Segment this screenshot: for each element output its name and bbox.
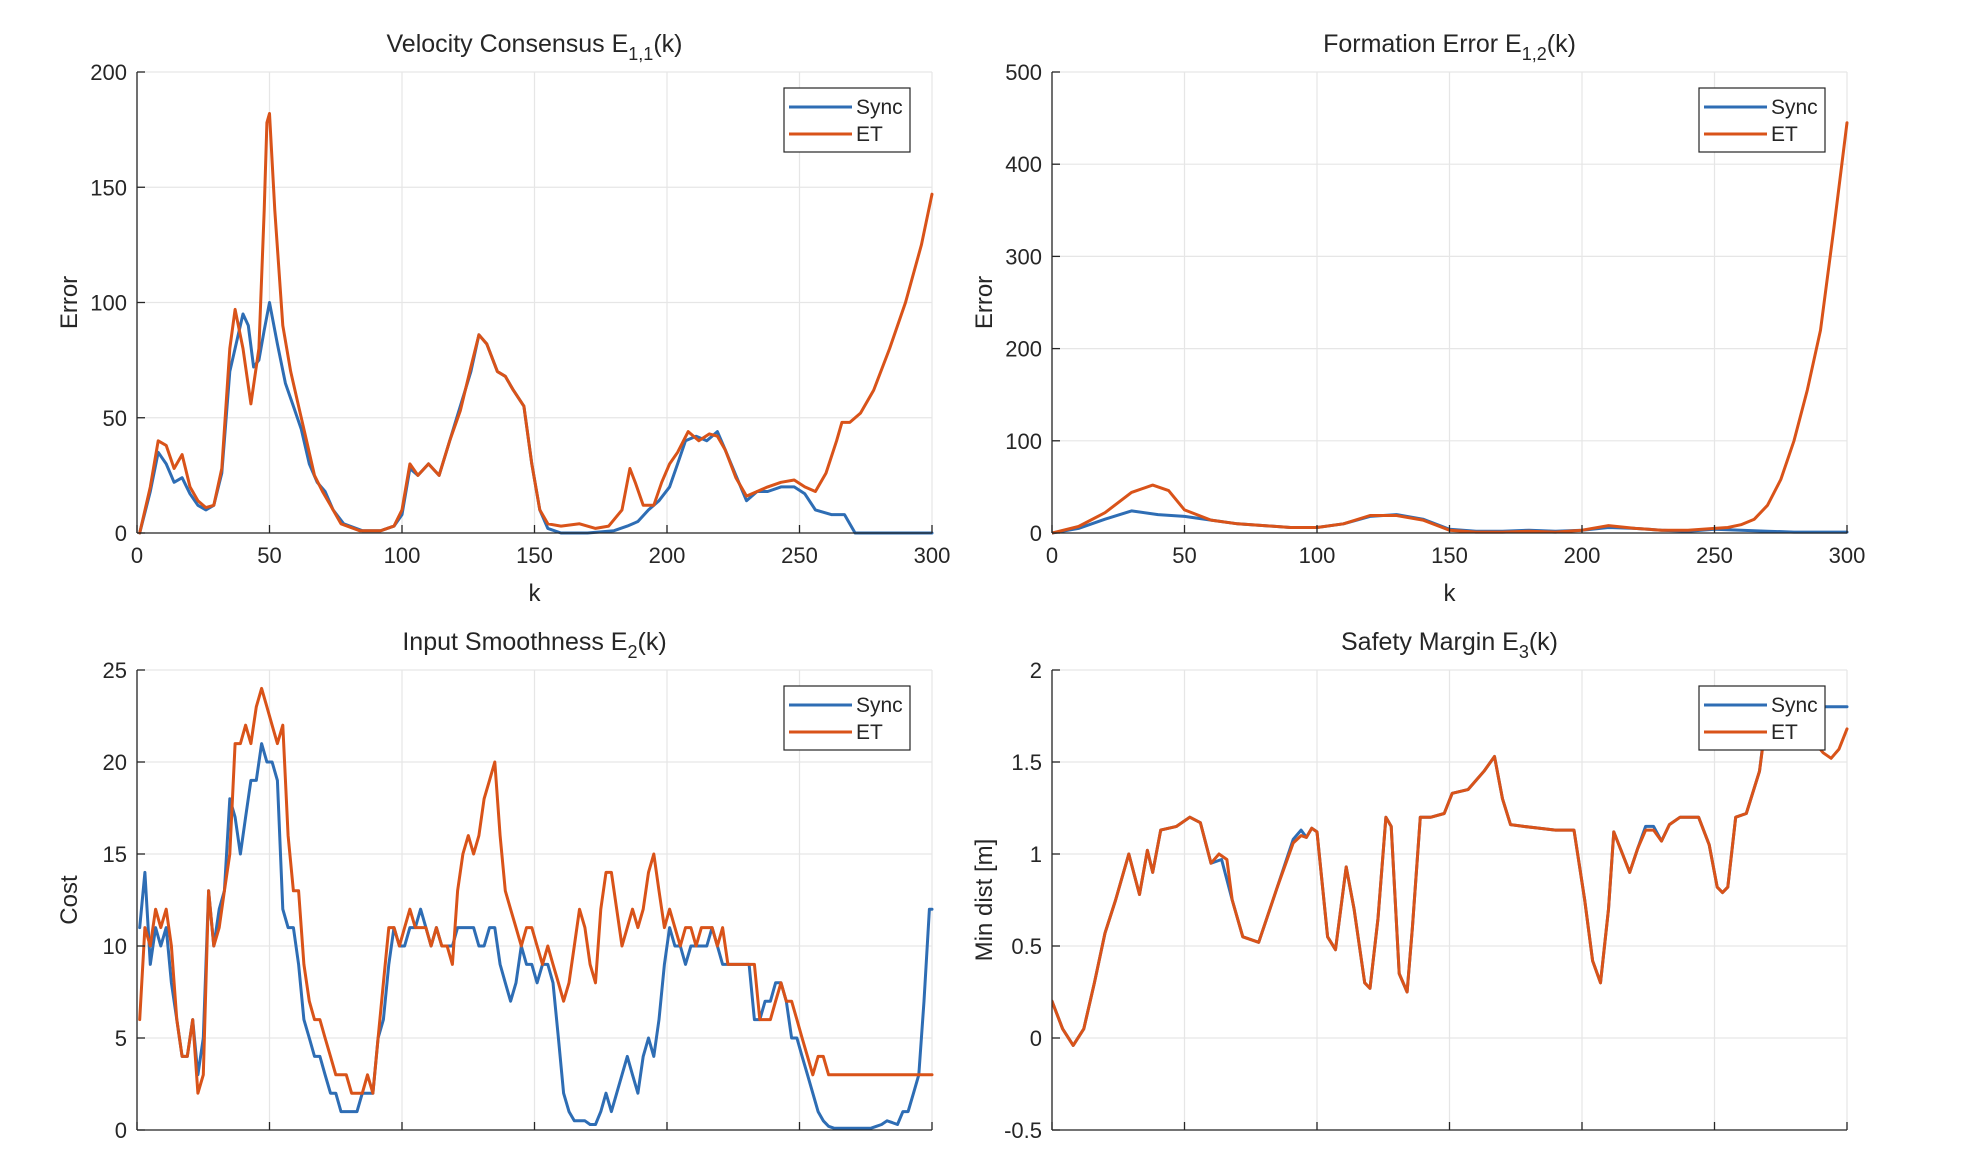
x-tick-label: 0 bbox=[1046, 543, 1058, 568]
x-tick-label: 200 bbox=[649, 543, 686, 568]
y-tick-label: 10 bbox=[103, 934, 127, 959]
legend: Sync ET bbox=[1698, 87, 1826, 153]
y-tick-label: 300 bbox=[1005, 244, 1042, 269]
x-tick-label: 250 bbox=[781, 543, 818, 568]
y-tick-label: 5 bbox=[115, 1026, 127, 1051]
chart-panel-3: 0 5 10 15 20 25 Input Smoothness E2(k) Cost Sync… bbox=[56, 628, 934, 1143]
chart-panel-4: -0.5 0 0.5 1 1.5 2 Safety Margin E3(k) Min dist… bbox=[971, 628, 1849, 1143]
x-tick-label: 50 bbox=[1172, 543, 1196, 568]
series-line-et bbox=[1052, 709, 1849, 1047]
y-axis-label: Cost bbox=[56, 875, 83, 925]
x-tick-label: 300 bbox=[914, 543, 951, 568]
chart-title-tail: (k) bbox=[653, 30, 682, 58]
y-tick-label: 0 bbox=[1030, 521, 1042, 546]
x-tick-label: 50 bbox=[257, 543, 281, 568]
y-tick-label: 0 bbox=[1030, 1026, 1042, 1051]
chart-title-subscript: 1,2 bbox=[1522, 44, 1547, 64]
x-tick-label: 250 bbox=[1696, 543, 1733, 568]
legend-box bbox=[1698, 685, 1826, 751]
series-line-et bbox=[1052, 121, 1849, 535]
legend-box bbox=[1698, 87, 1826, 153]
legend-box bbox=[783, 685, 911, 751]
legend-label-sync: Sync bbox=[856, 96, 903, 119]
y-tick-label: 15 bbox=[103, 842, 127, 867]
legend-label-sync: Sync bbox=[856, 694, 903, 717]
series-group bbox=[1052, 705, 1849, 1047]
x-tick-label: 200 bbox=[1564, 543, 1601, 568]
chart-title: Velocity Consensus E1,1(k) bbox=[387, 30, 683, 64]
y-tick-label: 1.5 bbox=[1011, 750, 1042, 775]
x-axis-label: k bbox=[529, 580, 542, 607]
legend-label-et: ET bbox=[1771, 721, 1798, 744]
chart-title-main: Input Smoothness E bbox=[402, 628, 627, 656]
y-tick-label: 50 bbox=[103, 406, 127, 431]
series-group bbox=[138, 686, 934, 1130]
y-tick-label: 400 bbox=[1005, 152, 1042, 177]
chart-title-subscript: 3 bbox=[1519, 642, 1529, 662]
y-tick-label: 0 bbox=[115, 521, 127, 546]
y-tick-label: -0.5 bbox=[1004, 1118, 1042, 1143]
chart-title-main: Formation Error E bbox=[1323, 30, 1522, 58]
y-tick-label: 20 bbox=[103, 750, 127, 775]
legend-label-et: ET bbox=[856, 123, 883, 146]
chart-title: Formation Error E1,2(k) bbox=[1323, 30, 1576, 64]
chart-title-tail: (k) bbox=[638, 628, 667, 656]
legend-label-sync: Sync bbox=[1771, 96, 1818, 119]
y-tick-label: 25 bbox=[103, 658, 127, 683]
y-tick-label: 100 bbox=[1005, 429, 1042, 454]
series-group bbox=[138, 112, 934, 535]
legend-box bbox=[783, 87, 911, 153]
legend-label-et: ET bbox=[1771, 123, 1798, 146]
chart-title-main: Velocity Consensus E bbox=[387, 30, 629, 58]
y-tick-label: 1 bbox=[1030, 842, 1042, 867]
series-line-et bbox=[138, 686, 934, 1095]
y-tick-label: 0.5 bbox=[1011, 934, 1042, 959]
y-axis-label: Error bbox=[971, 276, 998, 329]
x-tick-label: 300 bbox=[1829, 543, 1866, 568]
legend: Sync ET bbox=[783, 685, 911, 751]
y-tick-label: 200 bbox=[1005, 337, 1042, 362]
x-tick-label: 0 bbox=[131, 543, 143, 568]
chart-title-tail: (k) bbox=[1547, 30, 1576, 58]
x-tick-label: 150 bbox=[1431, 543, 1468, 568]
x-axis-label: k bbox=[1444, 580, 1457, 607]
y-axis-label: Min dist [m] bbox=[971, 839, 998, 962]
legend: Sync ET bbox=[783, 87, 911, 153]
y-tick-label: 500 bbox=[1005, 60, 1042, 85]
chart-title: Safety Margin E3(k) bbox=[1341, 628, 1558, 662]
chart-title-subscript: 2 bbox=[627, 642, 637, 662]
legend: Sync ET bbox=[1698, 685, 1826, 751]
x-tick-label: 150 bbox=[516, 543, 553, 568]
series-line-et bbox=[138, 112, 934, 535]
y-tick-label: 150 bbox=[90, 175, 127, 200]
chart-title-tail: (k) bbox=[1529, 628, 1558, 656]
x-tick-label: 100 bbox=[384, 543, 421, 568]
chart-panel-1: 0 50 100 150 200 250 300 0 50 100 150 200 Velocity C… bbox=[56, 30, 950, 607]
chart-title-subscript: 1,1 bbox=[628, 44, 653, 64]
y-tick-label: 2 bbox=[1030, 658, 1042, 683]
chart-title: Input Smoothness E2(k) bbox=[402, 628, 666, 662]
y-axis-label: Error bbox=[56, 276, 83, 329]
y-tick-label: 200 bbox=[90, 60, 127, 85]
chart-title-main: Safety Margin E bbox=[1341, 628, 1519, 656]
y-tick-label: 100 bbox=[90, 291, 127, 316]
legend-label-sync: Sync bbox=[1771, 694, 1818, 717]
series-line-sync bbox=[138, 742, 934, 1130]
legend-label-et: ET bbox=[856, 721, 883, 744]
chart-panel-2: 0 50 100 150 200 250 300 0 100 200 300 400 500 Format… bbox=[971, 30, 1865, 607]
x-tick-label: 100 bbox=[1299, 543, 1336, 568]
y-tick-label: 0 bbox=[115, 1118, 127, 1143]
